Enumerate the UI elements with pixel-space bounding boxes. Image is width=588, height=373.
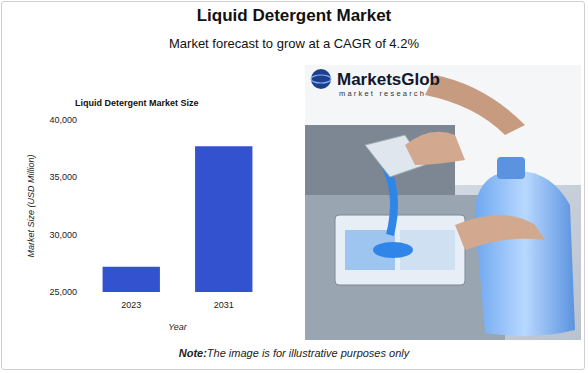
svg-text:MarketsGlob: MarketsGlob [337,70,440,89]
svg-text:25,000: 25,000 [49,287,77,297]
html-text:Liquid Detergent Market: Liquid Detergent Market [196,6,392,25]
svg-text:Market Size (USD Million): Market Size (USD Million) [26,154,36,257]
svg-text:Year: Year [168,322,188,332]
svg-text:30,000: 30,000 [49,230,77,240]
svg-text:2031: 2031 [214,300,234,310]
svg-text:35,000: 35,000 [49,172,77,182]
html-text:Note: The image is for illustr: Note: The image is for illustrative purp… [178,347,410,359]
svg-text:2023: 2023 [121,300,141,310]
svg-text:Liquid Detergent Market Size: Liquid Detergent Market Size [75,98,199,108]
html-text:Market forecast to grow at a C: Market forecast to grow at a CAGR of 4.2… [169,36,419,51]
svg-text:40,000: 40,000 [49,115,77,125]
svg-text:market research: market research [339,89,426,98]
